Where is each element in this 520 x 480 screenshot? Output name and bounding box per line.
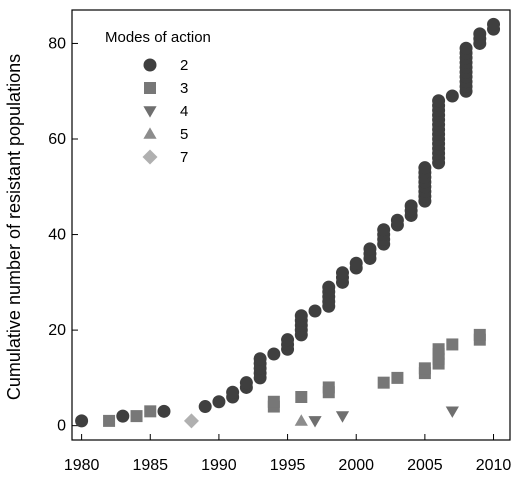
data-points: [75, 17, 501, 429]
data-point-mode-2: [281, 333, 295, 347]
data-point-mode-2: [390, 213, 404, 227]
y-tick-label: 20: [48, 322, 66, 339]
x-tick-label: 2000: [338, 457, 374, 474]
legend-marker-mode-4: [143, 106, 157, 118]
data-point-mode-3: [295, 391, 308, 403]
data-point-mode-2: [404, 199, 418, 213]
data-point-mode-7: [183, 413, 199, 429]
plot-frame: [71, 9, 511, 441]
y-axis-title: Cumulative number of resistant populatio…: [4, 54, 24, 400]
data-point-mode-4: [445, 406, 459, 418]
data-point-mode-2: [377, 223, 391, 237]
legend-marker-mode-3: [144, 82, 156, 94]
legend-marker-mode-2: [143, 58, 157, 72]
data-point-mode-2: [418, 161, 432, 175]
data-point-mode-2: [198, 400, 212, 414]
data-point-mode-2: [253, 352, 267, 366]
data-point-mode-3: [446, 338, 459, 351]
legend-label-mode-5: 5: [180, 126, 188, 143]
y-tick-label: 40: [48, 227, 66, 244]
y-tick-label: 80: [48, 35, 66, 52]
data-point-mode-4: [335, 411, 350, 423]
data-point-mode-2: [157, 404, 171, 418]
x-tick-label: 2010: [476, 457, 512, 474]
data-point-mode-2: [212, 395, 226, 409]
data-point-mode-2: [322, 280, 336, 294]
data-point-mode-3: [418, 362, 431, 375]
legend-label-mode-4: 4: [180, 103, 188, 120]
legend-title: Modes of action: [105, 29, 211, 46]
data-point-mode-2: [335, 266, 349, 280]
legend-label-mode-7: 7: [180, 149, 188, 166]
data-point-mode-3: [473, 328, 486, 341]
data-point-mode-3: [130, 410, 143, 423]
data-point-mode-2: [226, 385, 240, 399]
x-tick-label: 1980: [64, 457, 100, 474]
x-tick-label: 1990: [201, 457, 237, 474]
data-point-mode-2: [308, 304, 322, 318]
data-point-mode-3: [322, 381, 335, 394]
data-point-mode-3: [432, 343, 445, 356]
data-point-mode-2: [294, 309, 308, 323]
legend: Modes of action 2 3 4 5 7: [105, 29, 211, 166]
data-point-mode-5: [294, 414, 308, 426]
data-point-mode-2: [349, 256, 363, 270]
x-tick-label: 1985: [132, 457, 168, 474]
data-point-mode-3: [377, 376, 390, 389]
data-point-mode-3: [103, 414, 116, 427]
x-axis: 1980 1985 1990 1995 2000 2005 2010: [64, 434, 512, 474]
data-point-mode-2: [267, 347, 281, 361]
y-tick-label: 0: [57, 418, 66, 435]
x-tick-label: 1995: [270, 457, 306, 474]
data-point-mode-3: [267, 395, 280, 408]
y-tick-label: 60: [48, 131, 66, 148]
legend-label-mode-2: 2: [180, 57, 188, 74]
data-point-mode-2: [459, 41, 473, 55]
data-point-mode-2: [239, 376, 253, 390]
data-point-mode-2: [445, 89, 459, 103]
data-point-mode-2: [432, 94, 446, 108]
data-point-mode-2: [363, 242, 377, 256]
data-point-mode-3: [144, 405, 157, 418]
data-point-mode-2: [75, 414, 89, 428]
y-axis: 0 20 40 60 80: [48, 35, 78, 435]
legend-marker-mode-5: [143, 127, 157, 139]
data-point-mode-3: [391, 371, 404, 384]
legend-label-mode-3: 3: [180, 80, 188, 97]
data-point-mode-2: [487, 17, 501, 31]
x-tick-label: 2005: [407, 457, 443, 474]
data-point-mode-2: [116, 409, 130, 423]
data-point-mode-2: [473, 27, 487, 41]
data-point-mode-4: [308, 416, 322, 428]
legend-marker-mode-7: [142, 149, 158, 165]
